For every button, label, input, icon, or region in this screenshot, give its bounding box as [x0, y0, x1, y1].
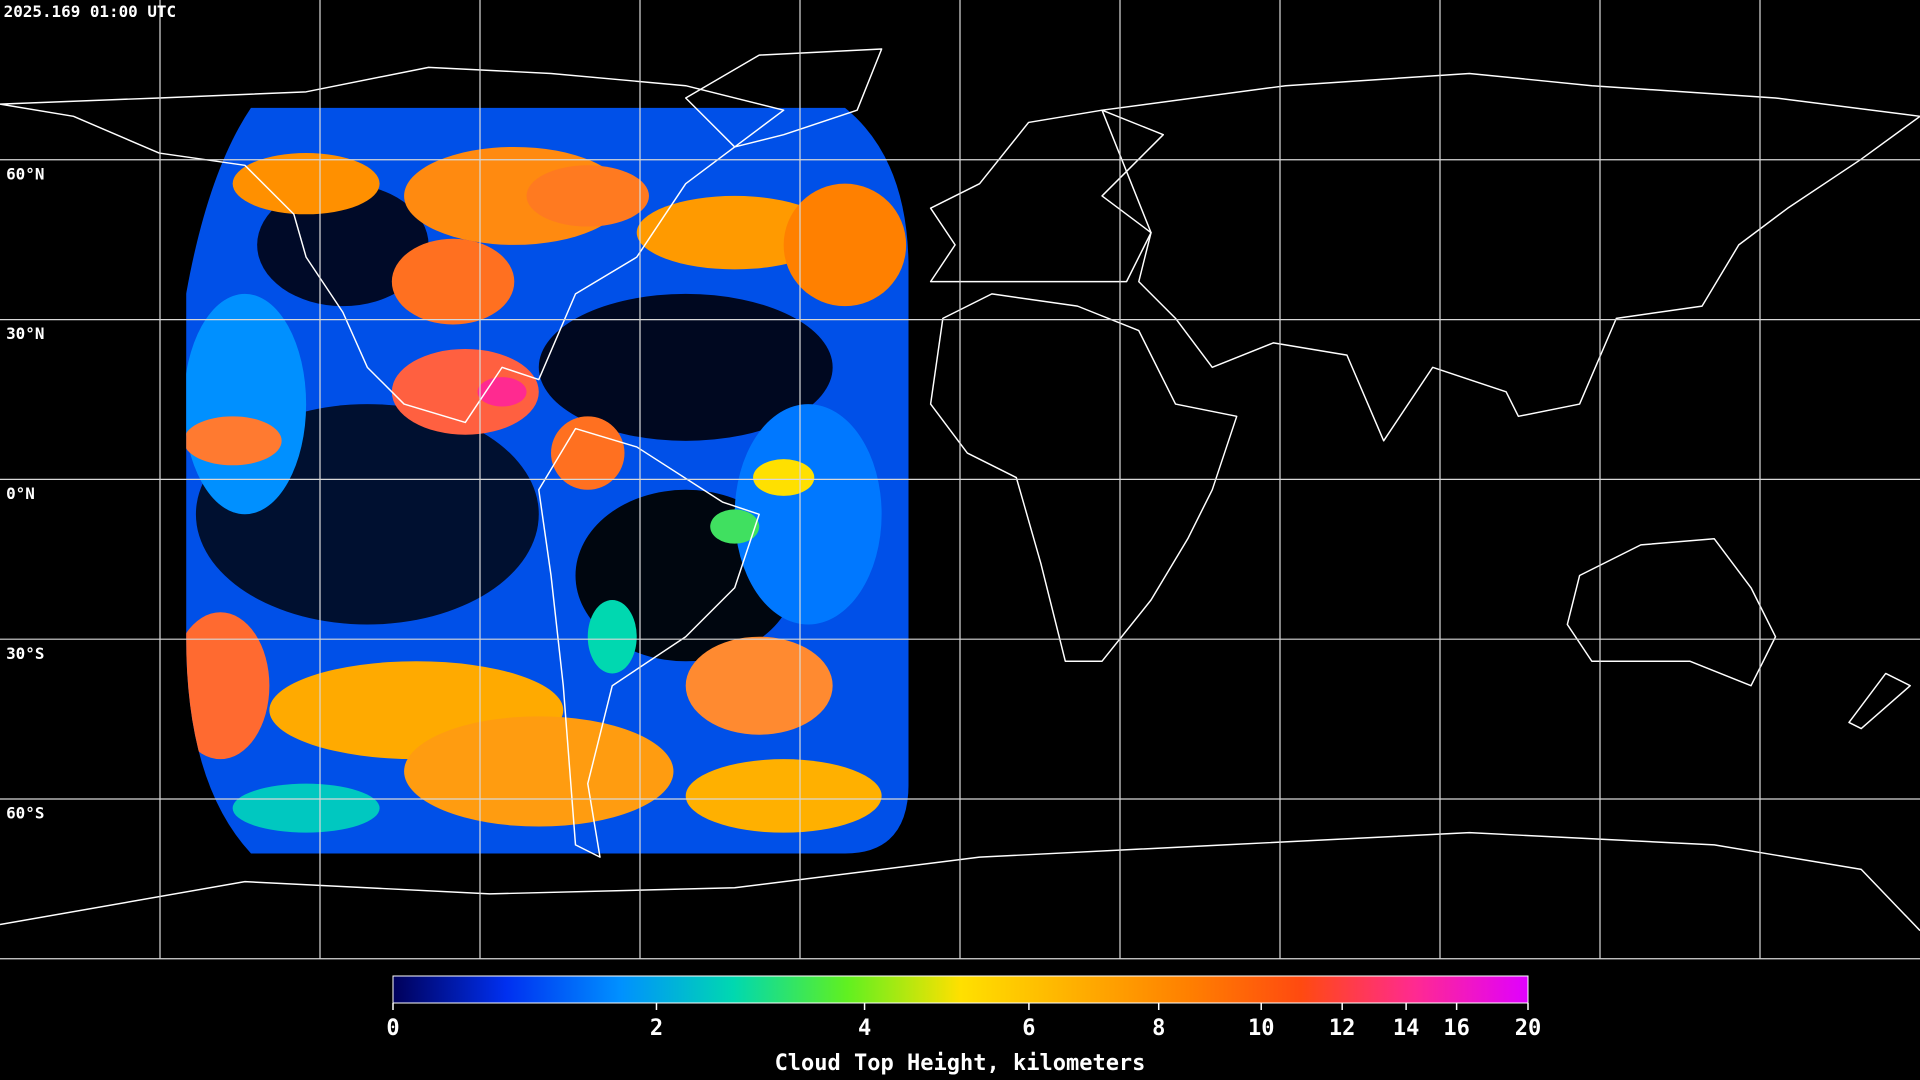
- colorbar-tick-label: 20: [1515, 1016, 1542, 1041]
- colorbar-label: Cloud Top Height, kilometers: [775, 1051, 1146, 1076]
- colorbar-tick-label: 14: [1393, 1016, 1420, 1041]
- colorbar-tick-label: 2: [650, 1016, 663, 1041]
- lat-label: 30°N: [6, 324, 44, 343]
- cloud-image: [186, 107, 909, 854]
- colorbar-tick-label: 16: [1443, 1016, 1470, 1041]
- timestamp: 2025.169 01:00 UTC: [4, 2, 176, 21]
- colorbar-tick-label: 0: [386, 1016, 399, 1041]
- lat-label: 30°S: [6, 644, 44, 663]
- colorbar-tick-label: 6: [1022, 1016, 1035, 1041]
- colorbar-tick-label: 4: [858, 1016, 871, 1041]
- lat-label: 0°N: [6, 484, 35, 503]
- colorbar-tick-label: 12: [1329, 1016, 1356, 1041]
- colorbar-tick-label: 8: [1152, 1016, 1165, 1041]
- lat-label: 60°N: [6, 164, 44, 183]
- colorbar-tick-label: 10: [1248, 1016, 1275, 1041]
- colorbar: [392, 975, 1529, 1004]
- graticule: 60°N 30°N 0°N 30°S 60°S: [0, 0, 1920, 960]
- map: 60°N 30°N 0°N 30°S 60°S 2025.169 01:00 UTC: [0, 0, 1920, 960]
- coastlines: [0, 48, 1920, 932]
- lat-label: 60°S: [6, 804, 44, 823]
